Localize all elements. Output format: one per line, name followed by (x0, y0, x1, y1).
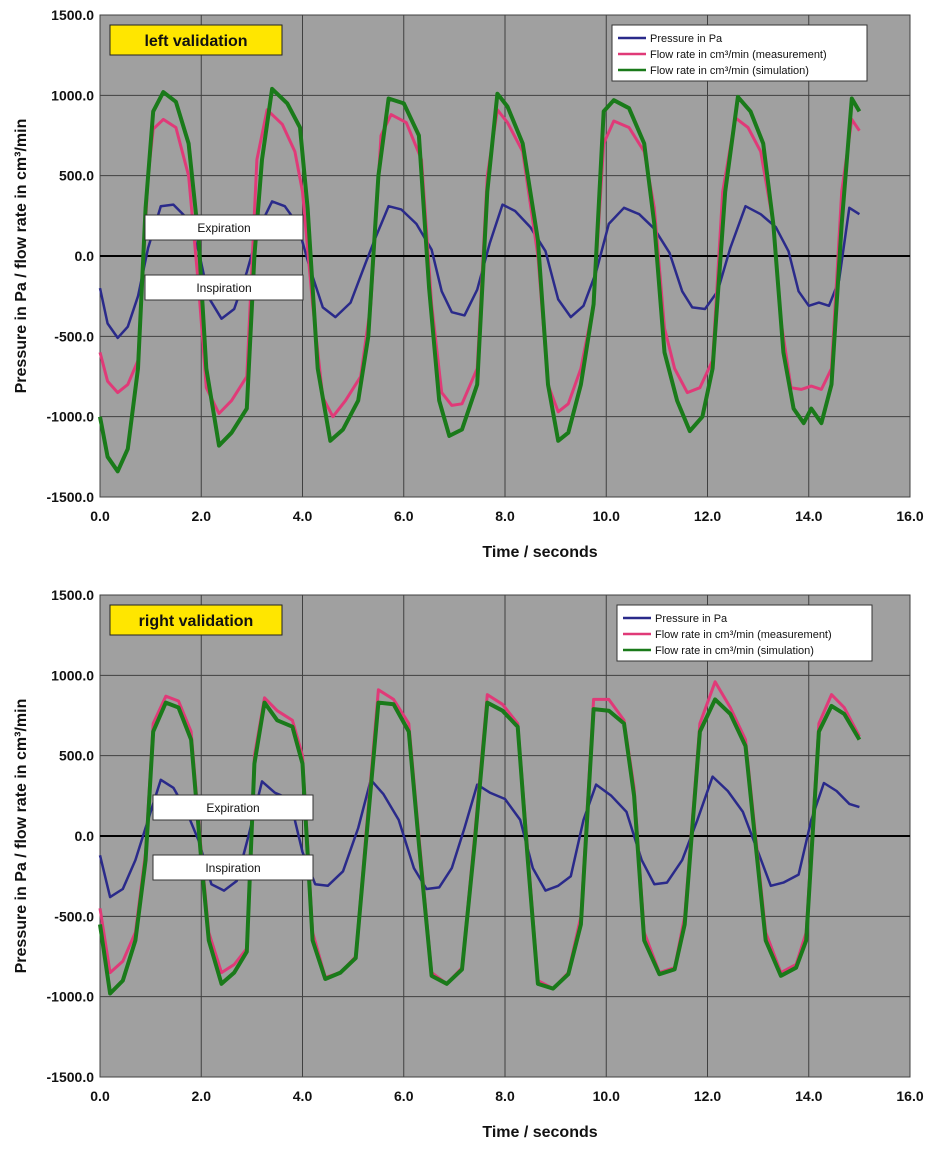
y-tick-label: -1000.0 (47, 409, 95, 425)
annotation-label: right validation (139, 613, 254, 630)
x-tick-label: 14.0 (795, 508, 822, 524)
y-tick-label: 1000.0 (51, 667, 94, 683)
chart-svg: 0.0 2.0 4.0 6.0 8.0 10.0 12.0 14.0 16.0 1500.0 100… (13, 587, 924, 1141)
x-tick-label: 2.0 (192, 508, 212, 524)
expiration-label: Expiration (197, 221, 250, 235)
y-tick-label: 500.0 (59, 168, 94, 184)
legend (611, 24, 868, 82)
expiration-box (144, 214, 304, 241)
y-tick-label: 500.0 (59, 748, 94, 764)
x-tick-label: 16.0 (896, 1088, 923, 1104)
inspiration-label: Inspiration (205, 861, 260, 875)
chart-svg: 0.0 2.0 4.0 6.0 8.0 10.0 12.0 14.0 16.0 1500.0 100… (13, 7, 924, 561)
x-tick-label: 8.0 (495, 508, 515, 524)
x-tick-label: 8.0 (495, 1088, 515, 1104)
y-tick-label: 0.0 (75, 248, 95, 264)
inspiration-label: Inspiration (196, 281, 251, 295)
x-tick-label: 16.0 (896, 508, 923, 524)
x-axis-label: Time / seconds (482, 1124, 597, 1141)
y-axis-label: Pressure in Pa / flow rate in cm³/min (13, 119, 30, 394)
y-tick-label: 1500.0 (51, 587, 94, 603)
legend-entry-1: Pressure in Pa (655, 613, 728, 625)
annotation-label: left validation (144, 33, 247, 50)
legend-entry-3: Flow rate in cm³/min (simulation) (650, 65, 809, 77)
expiration-label: Expiration (206, 801, 259, 815)
left-validation-chart: 0.0 2.0 4.0 6.0 8.0 10.0 12.0 14.0 16.0 1500.0 100… (0, 0, 940, 576)
x-tick-label: 6.0 (394, 1088, 414, 1104)
x-tick-label: 4.0 (293, 508, 313, 524)
y-tick-label: -500.0 (54, 908, 94, 924)
x-tick-label: 10.0 (593, 1088, 620, 1104)
legend-entry-2: Flow rate in cm³/min (measurement) (655, 629, 832, 641)
x-tick-label: 6.0 (394, 508, 414, 524)
annotation-box (109, 24, 283, 56)
series-line-3 (98, 697, 862, 996)
inspiration-box (144, 274, 304, 301)
expiration-box (152, 794, 314, 821)
legend-entry-2: Flow rate in cm³/min (measurement) (650, 49, 827, 61)
series-line-3 (98, 86, 862, 474)
y-tick-label: -1500.0 (47, 489, 95, 505)
x-tick-label: 10.0 (593, 508, 620, 524)
x-tick-label: 12.0 (694, 1088, 721, 1104)
x-tick-label: 12.0 (694, 508, 721, 524)
y-axis-label: Pressure in Pa / flow rate in cm³/min (13, 699, 30, 974)
x-axis-label: Time / seconds (482, 544, 597, 561)
x-tick-label: 0.0 (90, 1088, 110, 1104)
legend-entry-3: Flow rate in cm³/min (simulation) (655, 645, 814, 657)
annotation-box (109, 604, 283, 636)
y-tick-label: -1500.0 (47, 1069, 95, 1085)
series-line-1 (98, 200, 861, 340)
legend-entry-1: Pressure in Pa (650, 33, 723, 45)
y-tick-label: 1000.0 (51, 87, 94, 103)
x-tick-label: 0.0 (90, 508, 110, 524)
y-tick-label: -500.0 (54, 328, 94, 344)
x-tick-label: 2.0 (192, 1088, 212, 1104)
right-validation-chart: 0.0 2.0 4.0 6.0 8.0 10.0 12.0 14.0 16.0 1500.0 100… (0, 580, 940, 1158)
legend (616, 604, 873, 662)
x-tick-label: 4.0 (293, 1088, 313, 1104)
y-tick-label: -1000.0 (47, 989, 95, 1005)
x-tick-label: 14.0 (795, 1088, 822, 1104)
series-line-1 (98, 775, 860, 899)
y-tick-label: 1500.0 (51, 7, 94, 23)
inspiration-box (152, 854, 314, 881)
y-tick-label: 0.0 (75, 828, 95, 844)
